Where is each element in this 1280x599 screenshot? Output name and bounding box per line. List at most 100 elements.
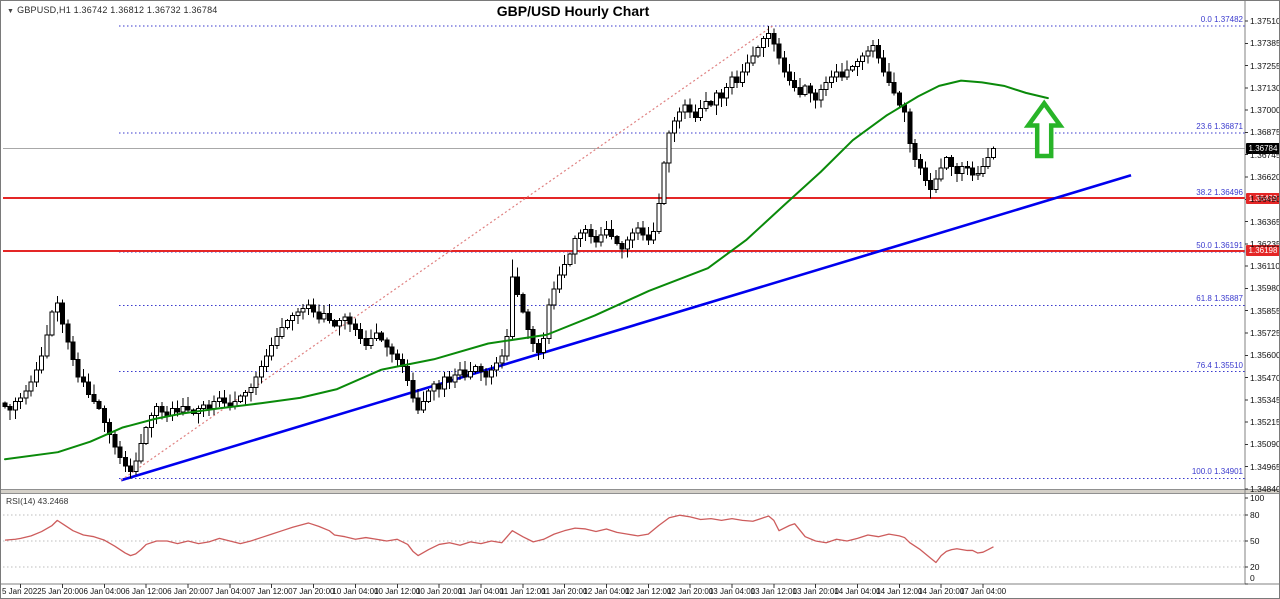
candle-body — [771, 32, 777, 45]
candle-body — [567, 253, 573, 266]
candle-body — [896, 92, 902, 106]
candle-body — [284, 320, 290, 329]
candle-body — [483, 371, 489, 378]
candle-body — [60, 302, 66, 325]
candle-body — [91, 393, 97, 402]
candle-body — [844, 69, 850, 78]
candle-body — [80, 376, 86, 383]
time-axis-label: 13 Jan 04:00 — [708, 587, 756, 596]
candle-body — [661, 162, 667, 204]
symbol-info: ▼ GBPUSD,H1 1.36742 1.36812 1.36732 1.367… — [7, 5, 218, 15]
price-axis-label: 1.35980 — [1250, 283, 1280, 294]
candle-body — [881, 57, 887, 73]
candle-body — [854, 60, 860, 68]
candle-body — [96, 400, 102, 409]
fib-level-label: 0.0 1.37482 — [1200, 14, 1243, 24]
rsi-axis-label: 50 — [1250, 536, 1260, 546]
fib-level-label: 23.6 1.36871 — [1196, 122, 1243, 131]
candle-body — [692, 111, 698, 118]
candle-body — [813, 92, 819, 101]
candle-body — [431, 383, 437, 392]
candle-body — [295, 311, 301, 316]
candle-body — [237, 395, 243, 402]
panel-separator[interactable] — [1, 489, 1280, 494]
candle-body — [776, 43, 782, 59]
candle-body — [436, 383, 442, 390]
time-axis-label: 12 Jan 12:00 — [625, 587, 672, 596]
candle-body — [279, 327, 285, 338]
candle-body — [363, 337, 369, 346]
candle-body — [703, 101, 709, 110]
candle-body — [410, 379, 416, 399]
candle-body — [138, 442, 144, 462]
time-axis-label: 13 Jan 20:00 — [792, 587, 839, 596]
candle-body — [818, 88, 824, 101]
candle-body — [86, 381, 92, 395]
candle-body — [478, 365, 484, 373]
hline-price-tag: 1.36198 — [1246, 245, 1279, 257]
candle-body — [964, 165, 970, 169]
rsi-line[interactable] — [4, 514, 994, 564]
candle-body — [593, 236, 599, 243]
candle-body — [922, 167, 928, 182]
candle-body — [54, 302, 60, 313]
candle-body — [933, 178, 939, 190]
moving-average-line[interactable] — [4, 79, 1049, 461]
candle-body — [682, 104, 688, 113]
candle-body — [949, 157, 955, 167]
candle-body — [70, 341, 76, 360]
up-arrow-annotation[interactable] — [1023, 99, 1065, 159]
candle-body — [128, 465, 134, 472]
collapse-icon[interactable]: ▼ — [7, 8, 15, 15]
candle-body — [541, 337, 547, 353]
candle-body — [729, 76, 735, 89]
candle-body — [394, 353, 400, 360]
candle-body — [143, 427, 149, 444]
time-axis-label: 10 Jan 04:00 — [332, 587, 379, 596]
candle-body — [630, 232, 636, 241]
time-axis-label: 11 Jan 04:00 — [458, 587, 504, 596]
candle-body — [870, 45, 876, 52]
price-axis-label: 1.37385 — [1250, 38, 1280, 49]
candle-body — [865, 50, 871, 57]
candle-body — [326, 313, 332, 322]
time-axis-label: 14 Jan 20:00 — [918, 587, 965, 596]
candle-body — [499, 355, 505, 364]
candle-body — [415, 397, 421, 411]
candle-body — [300, 307, 306, 313]
candle-body — [331, 320, 337, 327]
time-axis-label: 7 Jan 12:00 — [250, 587, 293, 596]
candle-body — [980, 165, 986, 174]
candle-body — [614, 236, 620, 245]
candle-body — [389, 346, 395, 355]
price-axis-label: 1.34965 — [1250, 461, 1280, 472]
fibo-baseline[interactable] — [120, 25, 774, 481]
price-axis-label: 1.37130 — [1250, 82, 1280, 93]
candle-body — [107, 421, 113, 436]
time-axis-label: 5 Jan 20:00 — [41, 587, 84, 596]
fib-level-label: 76.4 1.35510 — [1196, 360, 1243, 370]
candle-body — [39, 355, 45, 371]
candle-body — [467, 371, 473, 378]
candle-body — [426, 390, 432, 402]
candle-body — [917, 158, 923, 169]
candle-body — [148, 414, 154, 429]
candle-body — [551, 288, 557, 306]
support-trendline[interactable] — [120, 174, 1132, 482]
candle-body — [849, 66, 855, 71]
candle-body — [274, 336, 280, 346]
candles-group[interactable] — [2, 25, 996, 479]
time-axis-label: 6 Jan 12:00 — [125, 587, 168, 596]
candle-body — [760, 38, 766, 48]
candle-body — [405, 365, 411, 381]
time-axis-label: 7 Jan 04:00 — [208, 587, 251, 596]
candle-body — [2, 402, 8, 408]
candle-body — [164, 411, 170, 416]
candle-body — [112, 434, 118, 448]
rsi-axis-label: 80 — [1250, 510, 1260, 521]
candle-body — [222, 397, 228, 404]
candle-body — [342, 316, 348, 322]
price-axis-label: 1.35855 — [1250, 305, 1280, 316]
candle-body — [875, 45, 881, 59]
